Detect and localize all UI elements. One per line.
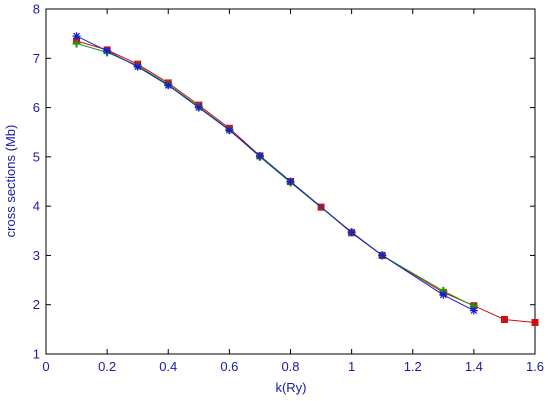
data-point: [103, 46, 112, 55]
y-tick-label: 2: [33, 297, 40, 312]
x-axis-title: k(Ry): [275, 380, 306, 395]
x-tick-label: 1: [348, 359, 355, 374]
y-tick-label: 6: [33, 100, 40, 115]
data-point: [255, 151, 264, 160]
data-point: [286, 177, 295, 186]
y-tick-label: 4: [33, 199, 40, 214]
data-point: [378, 251, 387, 260]
y-tick-label: 1: [33, 347, 40, 362]
x-tick-label: 1.4: [465, 359, 483, 374]
y-tick-label: 5: [33, 149, 40, 164]
data-point: [500, 316, 508, 323]
data-point: [225, 126, 234, 135]
series-2: [72, 39, 478, 311]
data-point: [194, 103, 203, 112]
series-1: [73, 37, 539, 326]
data-point: [133, 62, 142, 71]
x-tick-label: 0.6: [220, 359, 238, 374]
data-point: [164, 81, 173, 90]
data-point: [531, 318, 539, 326]
data-point: [347, 228, 356, 237]
series-line: [76, 43, 475, 307]
data-point: [72, 39, 81, 48]
data-point: [439, 290, 448, 299]
y-tick-label: 7: [33, 51, 40, 66]
series-line: [76, 40, 536, 323]
x-tick-label: 0.2: [98, 359, 116, 374]
y-axis-title: cross sections (Mb): [3, 125, 18, 238]
x-tick-label: 0.8: [281, 359, 299, 374]
y-tick-label: 3: [33, 248, 40, 263]
x-tick-label: 0.4: [159, 359, 177, 374]
x-tick-label: 1.6: [526, 359, 544, 374]
data-point: [72, 32, 81, 41]
data-point: [469, 306, 478, 315]
series-3: [72, 32, 478, 315]
y-tick-label: 8: [33, 2, 40, 17]
series-line: [76, 35, 475, 312]
x-tick-label: 1.2: [404, 359, 422, 374]
x-tick-label: 0: [42, 359, 49, 374]
